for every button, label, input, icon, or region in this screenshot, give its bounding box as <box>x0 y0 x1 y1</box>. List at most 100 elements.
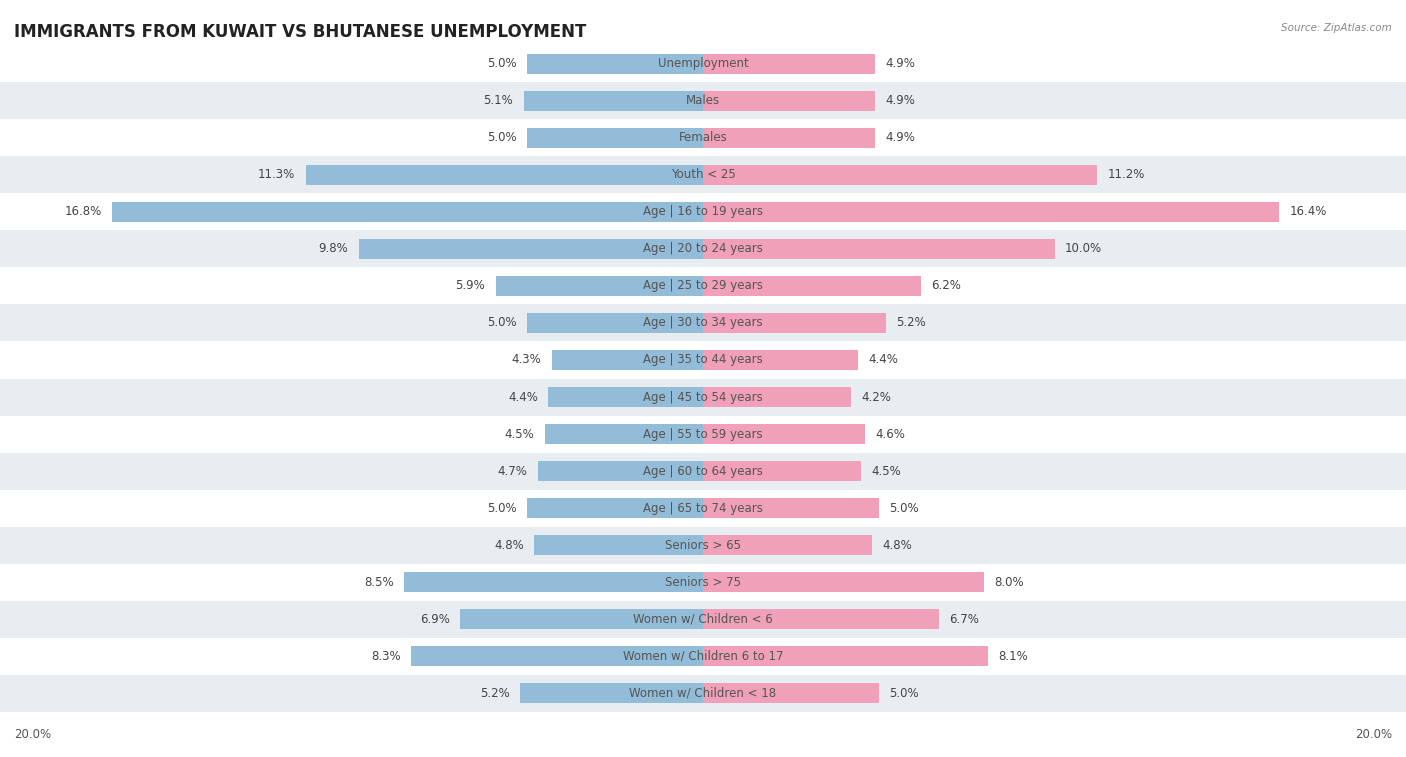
Text: Source: ZipAtlas.com: Source: ZipAtlas.com <box>1281 23 1392 33</box>
Bar <box>0 416 1406 453</box>
Text: Youth < 25: Youth < 25 <box>671 169 735 182</box>
Bar <box>359 239 703 259</box>
Text: 4.9%: 4.9% <box>886 58 915 70</box>
Text: Age | 60 to 64 years: Age | 60 to 64 years <box>643 465 763 478</box>
Text: Seniors > 65: Seniors > 65 <box>665 538 741 552</box>
Bar <box>703 498 879 518</box>
Text: Age | 45 to 54 years: Age | 45 to 54 years <box>643 391 763 403</box>
Text: Females: Females <box>679 132 727 145</box>
Bar <box>0 304 1406 341</box>
Bar <box>527 55 703 73</box>
Bar <box>703 55 875 73</box>
Bar <box>703 425 865 444</box>
Bar <box>703 646 987 665</box>
Bar <box>546 425 703 444</box>
Text: 8.3%: 8.3% <box>371 650 401 662</box>
Text: 5.0%: 5.0% <box>486 132 517 145</box>
Bar <box>0 157 1406 194</box>
Text: 10.0%: 10.0% <box>1066 242 1102 255</box>
Text: 5.0%: 5.0% <box>486 58 517 70</box>
Text: 4.6%: 4.6% <box>875 428 905 441</box>
Text: 5.2%: 5.2% <box>479 687 510 699</box>
Bar <box>0 563 1406 600</box>
Text: IMMIGRANTS FROM KUWAIT VS BHUTANESE UNEMPLOYMENT: IMMIGRANTS FROM KUWAIT VS BHUTANESE UNEM… <box>14 23 586 41</box>
Text: Unemployment: Unemployment <box>658 58 748 70</box>
Bar <box>0 674 1406 712</box>
Bar <box>0 527 1406 563</box>
Bar <box>461 609 703 628</box>
Text: 5.0%: 5.0% <box>889 502 920 515</box>
Bar <box>703 92 875 111</box>
Text: Age | 65 to 74 years: Age | 65 to 74 years <box>643 502 763 515</box>
Text: 5.2%: 5.2% <box>897 316 927 329</box>
Bar <box>703 462 860 481</box>
Bar <box>703 313 886 332</box>
Text: 4.3%: 4.3% <box>512 354 541 366</box>
Text: 5.9%: 5.9% <box>456 279 485 292</box>
Text: Age | 25 to 29 years: Age | 25 to 29 years <box>643 279 763 292</box>
Bar <box>520 684 703 702</box>
Text: 4.8%: 4.8% <box>883 538 912 552</box>
Text: Women w/ Children < 6: Women w/ Children < 6 <box>633 612 773 625</box>
Text: 5.1%: 5.1% <box>484 95 513 107</box>
Text: 20.0%: 20.0% <box>14 727 51 741</box>
Text: 5.0%: 5.0% <box>486 316 517 329</box>
Bar <box>703 388 851 407</box>
Text: Women w/ Children 6 to 17: Women w/ Children 6 to 17 <box>623 650 783 662</box>
Text: 4.4%: 4.4% <box>508 391 537 403</box>
Text: Age | 55 to 59 years: Age | 55 to 59 years <box>643 428 763 441</box>
Bar <box>412 646 703 665</box>
Text: Seniors > 75: Seniors > 75 <box>665 575 741 588</box>
Bar <box>703 609 939 628</box>
Text: Women w/ Children < 18: Women w/ Children < 18 <box>630 687 776 699</box>
Bar <box>0 637 1406 674</box>
Bar <box>524 92 703 111</box>
Bar <box>527 498 703 518</box>
Text: 6.9%: 6.9% <box>420 612 450 625</box>
Text: 4.9%: 4.9% <box>886 95 915 107</box>
Text: 6.2%: 6.2% <box>932 279 962 292</box>
Bar <box>537 462 703 481</box>
Bar <box>703 350 858 369</box>
Bar <box>548 388 703 407</box>
Bar <box>703 129 875 148</box>
Text: 4.5%: 4.5% <box>872 465 901 478</box>
Bar <box>703 239 1054 259</box>
Bar <box>0 230 1406 267</box>
Bar <box>112 202 703 222</box>
Bar <box>703 276 921 295</box>
Bar <box>703 535 872 555</box>
Text: Age | 35 to 44 years: Age | 35 to 44 years <box>643 354 763 366</box>
Bar <box>703 202 1279 222</box>
Bar <box>703 165 1097 185</box>
Text: 11.3%: 11.3% <box>259 169 295 182</box>
Bar <box>527 129 703 148</box>
Text: 4.5%: 4.5% <box>505 428 534 441</box>
Text: 20.0%: 20.0% <box>1355 727 1392 741</box>
Text: Age | 16 to 19 years: Age | 16 to 19 years <box>643 205 763 219</box>
Bar <box>703 572 984 592</box>
Text: 8.1%: 8.1% <box>998 650 1028 662</box>
Text: 11.2%: 11.2% <box>1108 169 1144 182</box>
Text: 4.8%: 4.8% <box>494 538 524 552</box>
Text: Age | 20 to 24 years: Age | 20 to 24 years <box>643 242 763 255</box>
Bar <box>527 313 703 332</box>
Bar <box>0 45 1406 83</box>
Text: Age | 30 to 34 years: Age | 30 to 34 years <box>643 316 763 329</box>
Text: 4.2%: 4.2% <box>860 391 891 403</box>
Bar <box>0 120 1406 157</box>
Bar <box>496 276 703 295</box>
Bar <box>534 535 703 555</box>
Bar <box>0 490 1406 527</box>
Bar <box>0 378 1406 416</box>
Text: 4.7%: 4.7% <box>498 465 527 478</box>
Bar <box>0 194 1406 230</box>
Bar <box>405 572 703 592</box>
Bar <box>0 453 1406 490</box>
Text: 8.0%: 8.0% <box>995 575 1025 588</box>
Text: Males: Males <box>686 95 720 107</box>
Bar <box>703 684 879 702</box>
Text: 6.7%: 6.7% <box>949 612 979 625</box>
Bar <box>0 341 1406 378</box>
Bar <box>0 600 1406 637</box>
